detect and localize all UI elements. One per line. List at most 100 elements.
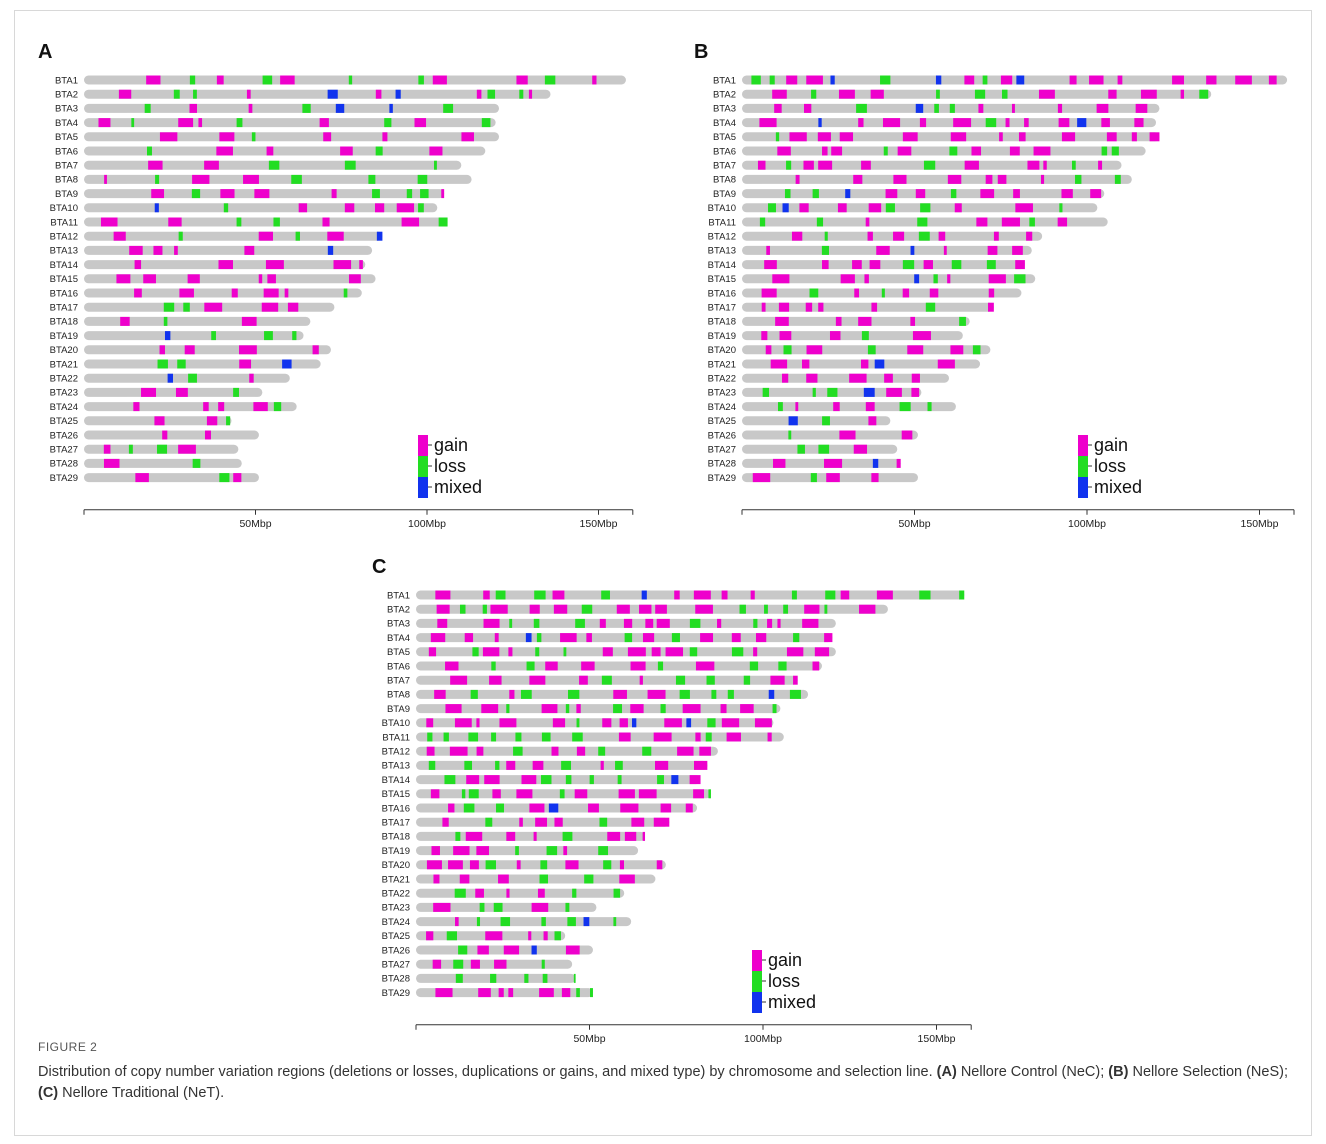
chromosome-row: BTA22 — [708, 374, 949, 385]
chromosome-label: BTA1 — [713, 75, 736, 86]
cnv-segment-gain — [143, 274, 156, 284]
cnv-segment-gain — [770, 359, 788, 369]
cnv-segment-gain — [287, 302, 299, 312]
cnv-segment-gain — [1101, 118, 1110, 128]
cnv-segment-gain — [835, 316, 842, 326]
cnv-segment-gain — [753, 647, 758, 657]
cnv-segment-gain — [1001, 217, 1020, 227]
cnv-segment-gain — [860, 359, 869, 369]
cnv-segment-loss — [615, 760, 623, 770]
cnv-segment-gain — [445, 704, 462, 714]
cnv-segment-loss — [919, 590, 931, 600]
cnv-segment-gain — [103, 458, 120, 468]
cnv-segment-gain — [870, 89, 884, 99]
cnv-segment-mixed — [167, 373, 173, 383]
caption-part: (B) — [1108, 1064, 1129, 1080]
chromosome-label: BTA18 — [50, 317, 78, 328]
cnv-segment-mixed — [154, 203, 159, 213]
cnv-segment-gain — [340, 146, 353, 156]
cnv-segment-gain — [519, 817, 523, 827]
cnv-segment-gain — [475, 888, 484, 898]
chromosome-row: BTA4 — [55, 118, 496, 129]
cnv-segment-loss — [764, 604, 768, 614]
cnv-segment-gain — [764, 260, 777, 270]
chromosome-label: BTA23 — [708, 388, 736, 399]
x-tick-label: 50Mbp — [573, 1033, 605, 1045]
cnv-segment-gain — [766, 245, 770, 255]
cnv-segment-loss — [899, 402, 911, 412]
cnv-segment-loss — [417, 174, 428, 184]
cnv-segment-loss — [777, 402, 783, 412]
cnv-segment-gain — [1108, 89, 1117, 99]
cnv-segment-gain — [824, 458, 843, 468]
cnv-segment-loss — [485, 860, 496, 870]
cnv-segment-loss — [236, 217, 242, 227]
cnv-segment-loss — [458, 945, 468, 955]
chromosome-bar — [416, 874, 656, 884]
cnv-segment-gain — [804, 103, 812, 113]
cnv-segment-gain — [498, 874, 509, 884]
cnv-segment-gain — [382, 132, 388, 142]
cnv-segment-loss — [581, 604, 593, 614]
chromosome-label: BTA7 — [387, 676, 410, 687]
cnv-segment-gain — [284, 288, 289, 298]
cnv-segment-gain — [786, 647, 804, 657]
cnv-segment-loss — [262, 75, 273, 85]
chromosome-label: BTA17 — [50, 303, 78, 314]
cnv-segment-mixed — [1077, 118, 1087, 128]
chromosome-row: BTA16 — [50, 288, 362, 299]
cnv-segment-gain — [685, 803, 693, 813]
cnv-segment-loss — [561, 760, 572, 770]
cnv-segment-gain — [987, 245, 998, 255]
cnv-segment-loss — [788, 430, 792, 440]
cnv-segment-loss — [791, 590, 797, 600]
cnv-segment-gain — [204, 160, 219, 170]
cnv-segment-gain — [831, 146, 843, 156]
cnv-segment-gain — [767, 732, 772, 742]
cnv-segment-gain — [773, 458, 786, 468]
cnv-segment-gain — [492, 789, 501, 799]
cnv-segment-gain — [853, 174, 863, 184]
cnv-segment-loss — [144, 103, 151, 113]
cnv-segment-loss — [1014, 274, 1026, 284]
cnv-segment-loss — [1199, 89, 1209, 99]
chromosome-label: BTA25 — [708, 416, 736, 427]
cnv-segment-gain — [1026, 231, 1033, 241]
cnv-segment-loss — [406, 189, 413, 199]
chromosome-row: BTA5 — [387, 647, 836, 658]
chromosome-row: BTA17 — [50, 303, 335, 314]
cnv-segment-loss — [786, 160, 792, 170]
chromosome-row: BTA15 — [382, 789, 711, 800]
cnv-segment-gain — [565, 860, 579, 870]
cnv-segment-loss — [824, 604, 828, 614]
cnv-segment-loss — [183, 302, 190, 312]
chromosome-label: BTA3 — [387, 619, 410, 630]
chromosome-bar — [742, 146, 1146, 156]
chromosome-label: BTA5 — [713, 132, 736, 143]
cnv-segment-gain — [721, 718, 740, 728]
cnv-segment-gain — [401, 217, 420, 227]
cnv-segment-gain — [516, 75, 528, 85]
cnv-segment-loss — [567, 917, 576, 927]
cnv-segment-gain — [1098, 160, 1103, 170]
cnv-segment-loss — [526, 661, 535, 671]
chromosome-row: BTA6 — [55, 146, 486, 157]
chromosome-row: BTA18 — [50, 317, 311, 328]
chromosome-row: BTA25 — [50, 416, 232, 427]
chromosome-bar — [84, 458, 242, 468]
cnv-segment-mixed — [915, 103, 924, 113]
cnv-segment-loss — [461, 789, 466, 799]
cnv-segment-gain — [919, 118, 927, 128]
cnv-segment-gain — [602, 718, 612, 728]
cnv-segment-loss — [753, 618, 758, 628]
cnv-segment-gain — [174, 245, 178, 255]
figure-caption: FIGURE 2 Distribution of copy number var… — [38, 1040, 1298, 1104]
cnv-segment-loss — [563, 647, 567, 657]
cnv-segment-gain — [253, 402, 268, 412]
cnv-segment-loss — [816, 217, 824, 227]
cnv-segment-loss — [772, 704, 777, 714]
chromosome-row: BTA24 — [50, 402, 297, 413]
cnv-segment-gain — [588, 803, 599, 813]
cnv-segment-loss — [384, 118, 392, 128]
chromosome-bar — [416, 633, 833, 643]
